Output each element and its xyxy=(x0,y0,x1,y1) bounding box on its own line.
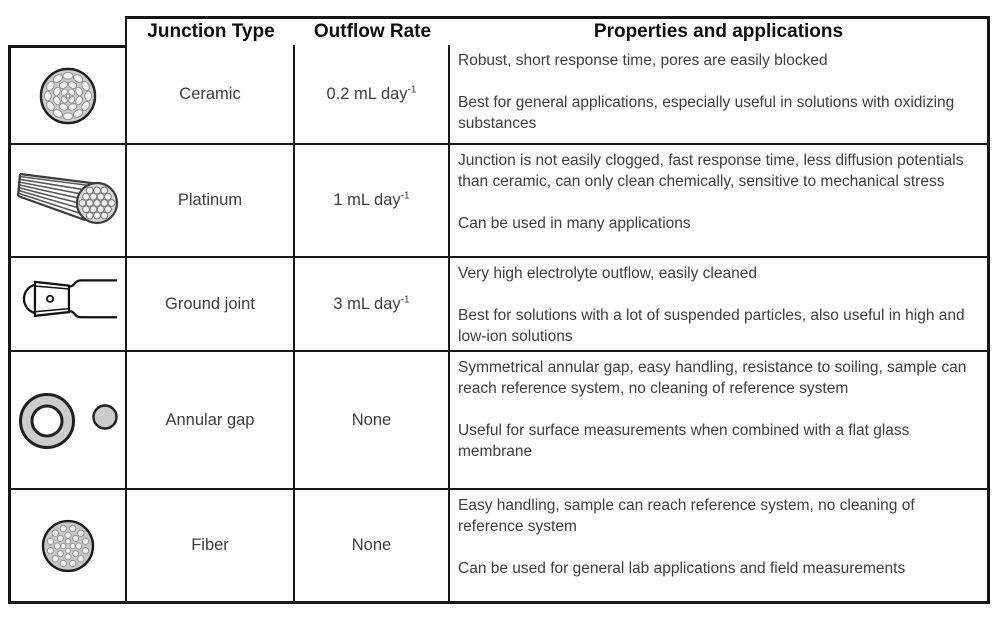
table-row-annular-gap-illustration-cell xyxy=(8,352,127,490)
property-paragraph: Can be used in many applications xyxy=(458,215,691,232)
property-paragraph: Easy handling, sample can reach referenc… xyxy=(458,497,915,535)
outflow-rate-value: 0.2 mL day-1 xyxy=(326,84,417,103)
outflow-rate-cell: 0.2 mL day-1 xyxy=(295,45,450,145)
junction-type-cell: Ceramic xyxy=(127,45,295,145)
junction-type-label: Ceramic xyxy=(179,84,241,103)
outflow-rate-value: None xyxy=(351,536,392,554)
property-paragraph: Very high electrolyte outflow, easily cl… xyxy=(458,265,757,282)
junction-type-label: Ground joint xyxy=(165,294,255,313)
outflow-rate-cell: None xyxy=(295,490,450,604)
outflow-rate-value: 1 mL day-1 xyxy=(333,190,410,209)
outflow-rate-cell: 1 mL day-1 xyxy=(295,145,450,258)
junction-type-label: Fiber xyxy=(191,536,229,554)
properties-cell: Robust, short response time, pores are e… xyxy=(450,45,990,145)
ceramic-junction-icon xyxy=(39,67,97,124)
properties-cell: Very high electrolyte outflow, easily cl… xyxy=(450,258,990,352)
header-outflow-rate: Outflow Rate xyxy=(295,16,450,45)
property-paragraph: Symmetrical annular gap, easy handling, … xyxy=(458,359,967,397)
property-paragraph: Best for general applications, especiall… xyxy=(458,94,955,132)
annular-gap-icon xyxy=(19,393,118,449)
outflow-rate-value: None xyxy=(351,410,392,429)
junction-type-cell: Platinum xyxy=(127,145,295,258)
table-row-ground-joint-illustration-cell xyxy=(8,258,127,352)
fiber-junction-icon xyxy=(41,519,95,572)
header-properties: Properties and applications xyxy=(450,16,990,45)
junction-comparison-table: Junction Type Outflow Rate Properties an… xyxy=(8,16,990,604)
property-paragraph: Best for solutions with a lot of suspend… xyxy=(458,307,965,345)
platinum-junction-icon xyxy=(16,172,119,224)
header-corner-blank xyxy=(8,16,127,45)
outflow-rate-cell: 3 mL day-1 xyxy=(295,258,450,352)
ground-joint-icon xyxy=(22,278,118,318)
header-junction-type: Junction Type xyxy=(127,16,295,45)
junction-type-cell: Ground joint xyxy=(127,258,295,352)
table-row-platinum-illustration-cell xyxy=(8,145,127,258)
table-row-fiber-illustration-cell xyxy=(8,490,127,604)
properties-cell: Junction is not easily clogged, fast res… xyxy=(450,145,990,258)
junction-type-label: Annular gap xyxy=(165,410,255,429)
property-paragraph: Can be used for general lab applications… xyxy=(458,560,906,577)
property-paragraph: Robust, short response time, pores are e… xyxy=(458,52,828,69)
properties-cell: Easy handling, sample can reach referenc… xyxy=(450,490,990,604)
properties-cell: Symmetrical annular gap, easy handling, … xyxy=(450,352,990,490)
outflow-rate-value: 3 mL day-1 xyxy=(333,294,410,313)
property-paragraph: Junction is not easily clogged, fast res… xyxy=(458,152,964,190)
property-paragraph: Useful for surface measurements when com… xyxy=(458,422,910,460)
table-row-ceramic-illustration-cell xyxy=(8,45,127,145)
junction-type-label: Platinum xyxy=(177,191,243,209)
junction-type-cell: Fiber xyxy=(127,490,295,604)
junction-type-cell: Annular gap xyxy=(127,352,295,490)
outflow-rate-cell: None xyxy=(295,352,450,490)
